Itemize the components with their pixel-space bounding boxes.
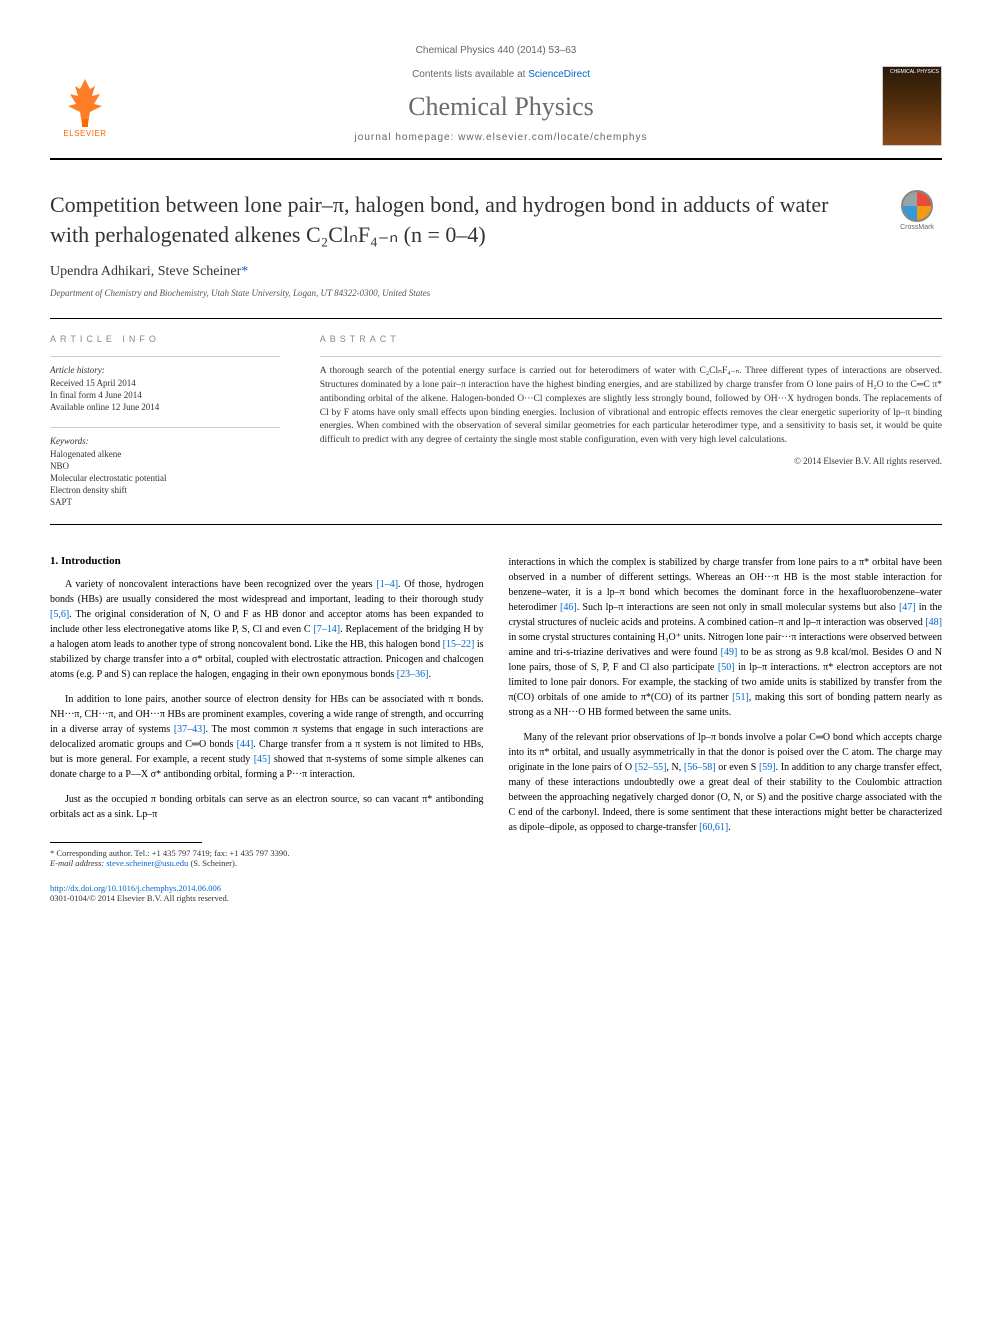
- footer-separator: [50, 842, 202, 843]
- sciencedirect-link[interactable]: ScienceDirect: [528, 69, 590, 80]
- ref-link[interactable]: [7–14]: [313, 624, 340, 635]
- article-title: Competition between lone pair–π, halogen…: [50, 190, 892, 249]
- body-columns: 1. Introduction A variety of noncovalent…: [50, 555, 942, 903]
- keyword-item: Electron density shift: [50, 485, 280, 495]
- header-center: Contents lists available at ScienceDirec…: [120, 69, 882, 143]
- journal-homepage: journal homepage: www.elsevier.com/locat…: [120, 132, 882, 143]
- affiliation: Department of Chemistry and Biochemistry…: [50, 288, 942, 298]
- crossmark-label: CrossMark: [900, 224, 934, 231]
- ref-link[interactable]: [15–22]: [443, 639, 475, 650]
- keywords-block: Keywords: Halogenated alkene NBO Molecul…: [50, 427, 280, 507]
- corresponding-mark[interactable]: *: [241, 264, 248, 279]
- keyword-item: NBO: [50, 461, 280, 471]
- page-container: Chemical Physics 440 (2014) 53–63 ELSEVI…: [0, 0, 992, 943]
- ref-link[interactable]: [44]: [237, 739, 254, 750]
- section-heading: 1. Introduction: [50, 555, 484, 567]
- abstract-heading: ABSTRACT: [320, 334, 942, 344]
- keyword-item: Halogenated alkene: [50, 449, 280, 459]
- history-label: Article history:: [50, 365, 280, 375]
- right-column: interactions in which the complex is sta…: [509, 555, 943, 903]
- corr-author-line: * Corresponding author. Tel.: +1 435 797…: [50, 848, 484, 858]
- homepage-url[interactable]: www.elsevier.com/locate/chemphys: [458, 132, 647, 143]
- history-item: Available online 12 June 2014: [50, 402, 280, 412]
- contents-line: Contents lists available at ScienceDirec…: [120, 69, 882, 80]
- ref-link[interactable]: [37–43]: [174, 724, 206, 735]
- journal-reference: Chemical Physics 440 (2014) 53–63: [50, 40, 942, 56]
- doi-link[interactable]: http://dx.doi.org/10.1016/j.chemphys.201…: [50, 883, 484, 893]
- ref-link[interactable]: [52–55]: [635, 762, 667, 773]
- body-paragraph: Many of the relevant prior observations …: [509, 730, 943, 835]
- history-block: Article history: Received 15 April 2014 …: [50, 356, 280, 412]
- authors: Upendra Adhikari, Steve Scheiner*: [50, 264, 942, 280]
- history-item: Received 15 April 2014: [50, 378, 280, 388]
- left-column: 1. Introduction A variety of noncovalent…: [50, 555, 484, 903]
- email-link[interactable]: steve.scheiner@usu.edu: [106, 858, 188, 868]
- ref-link[interactable]: [59]: [759, 762, 776, 773]
- history-item: In final form 4 June 2014: [50, 390, 280, 400]
- email-name: (S. Scheiner).: [190, 858, 237, 868]
- contents-prefix: Contents lists available at: [412, 69, 528, 80]
- ref-link[interactable]: [47]: [899, 602, 916, 613]
- ref-link[interactable]: [48]: [925, 617, 942, 628]
- keyword-item: Molecular electrostatic potential: [50, 473, 280, 483]
- email-label: E-mail address:: [50, 858, 104, 868]
- abstract-text: A thorough search of the potential energ…: [320, 365, 942, 448]
- cover-label: CHEMICAL PHYSICS: [890, 69, 939, 75]
- ref-link[interactable]: [5,6]: [50, 609, 69, 620]
- elsevier-logo[interactable]: ELSEVIER: [50, 66, 120, 146]
- body-paragraph: interactions in which the complex is sta…: [509, 555, 943, 720]
- homepage-prefix: journal homepage:: [355, 132, 459, 143]
- ref-link[interactable]: [23–36]: [397, 669, 429, 680]
- elsevier-tree-icon: [60, 74, 110, 129]
- body-paragraph: In addition to lone pairs, another sourc…: [50, 692, 484, 782]
- ref-link[interactable]: [56–58]: [684, 762, 716, 773]
- crossmark-button[interactable]: CrossMark: [892, 190, 942, 240]
- article-info-column: ARTICLE INFO Article history: Received 1…: [50, 334, 300, 509]
- author-names: Upendra Adhikari, Steve Scheiner: [50, 264, 241, 279]
- keywords-label: Keywords:: [50, 436, 280, 446]
- ref-link[interactable]: [45]: [254, 754, 271, 765]
- title-section: Competition between lone pair–π, halogen…: [50, 190, 942, 249]
- journal-name: Chemical Physics: [120, 92, 882, 122]
- header-bar: Chemical Physics 440 (2014) 53–63 ELSEVI…: [50, 40, 942, 160]
- ref-link[interactable]: [46]: [560, 602, 577, 613]
- issn-copyright: 0301-0104/© 2014 Elsevier B.V. All right…: [50, 893, 484, 903]
- header-content: ELSEVIER Contents lists available at Sci…: [50, 56, 942, 156]
- keyword-item: SAPT: [50, 497, 280, 507]
- ref-link[interactable]: [1–4]: [376, 579, 398, 590]
- ref-link[interactable]: [51]: [732, 692, 749, 703]
- info-abstract-row: ARTICLE INFO Article history: Received 1…: [50, 318, 942, 525]
- ref-link[interactable]: [49]: [721, 647, 738, 658]
- journal-cover-thumbnail[interactable]: CHEMICAL PHYSICS: [882, 66, 942, 146]
- ref-link[interactable]: [50]: [718, 662, 735, 673]
- corresponding-author-footer: * Corresponding author. Tel.: +1 435 797…: [50, 848, 484, 868]
- abstract-column: ABSTRACT A thorough search of the potent…: [300, 334, 942, 509]
- elsevier-text: ELSEVIER: [63, 129, 106, 138]
- body-paragraph: Just as the occupied π bonding orbitals …: [50, 792, 484, 822]
- corr-email-line: E-mail address: steve.scheiner@usu.edu (…: [50, 858, 484, 868]
- body-paragraph: A variety of noncovalent interactions ha…: [50, 577, 484, 682]
- ref-link[interactable]: [60,61]: [699, 822, 728, 833]
- article-info-heading: ARTICLE INFO: [50, 334, 280, 344]
- abstract-copyright: © 2014 Elsevier B.V. All rights reserved…: [320, 456, 942, 466]
- crossmark-icon: [901, 190, 933, 222]
